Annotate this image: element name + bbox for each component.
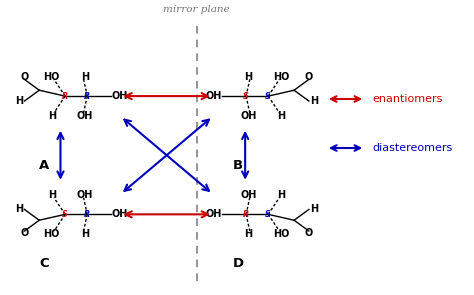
Text: R: R <box>62 92 68 101</box>
Text: diastereomers: diastereomers <box>372 143 452 153</box>
Text: HO: HO <box>44 72 60 81</box>
Text: H: H <box>278 111 286 121</box>
Text: OH: OH <box>240 190 256 200</box>
Text: H: H <box>15 204 23 214</box>
Text: H: H <box>48 190 56 200</box>
Text: O: O <box>305 72 313 82</box>
Text: S: S <box>62 210 68 219</box>
Text: S: S <box>265 92 271 101</box>
Text: OH: OH <box>77 190 93 200</box>
Text: S: S <box>265 210 271 219</box>
Text: D: D <box>233 257 244 270</box>
Text: H: H <box>48 111 56 121</box>
Text: R: R <box>243 210 249 219</box>
Text: R: R <box>84 210 91 219</box>
Text: H: H <box>310 204 319 214</box>
Text: mirror plane: mirror plane <box>164 5 230 14</box>
Text: OH: OH <box>77 111 93 121</box>
Text: HO: HO <box>273 72 290 81</box>
Text: OH: OH <box>111 91 128 101</box>
Text: H: H <box>244 72 253 81</box>
Text: HO: HO <box>273 229 290 239</box>
Text: H: H <box>310 96 319 106</box>
Text: A: A <box>39 159 49 172</box>
Text: O: O <box>20 72 28 82</box>
Text: H: H <box>81 72 89 81</box>
Text: R: R <box>84 92 91 101</box>
Text: HO: HO <box>44 229 60 239</box>
Text: H: H <box>15 96 23 106</box>
Text: B: B <box>233 159 243 172</box>
Text: H: H <box>81 229 89 239</box>
Text: enantiomers: enantiomers <box>372 94 443 104</box>
Text: O: O <box>305 228 313 238</box>
Text: S: S <box>243 92 249 101</box>
Text: H: H <box>244 229 253 239</box>
Text: OH: OH <box>206 91 222 101</box>
Text: OH: OH <box>240 111 256 121</box>
Text: OH: OH <box>206 209 222 219</box>
Text: H: H <box>278 190 286 200</box>
Text: OH: OH <box>111 209 128 219</box>
Text: O: O <box>20 228 28 238</box>
Text: C: C <box>39 257 49 270</box>
